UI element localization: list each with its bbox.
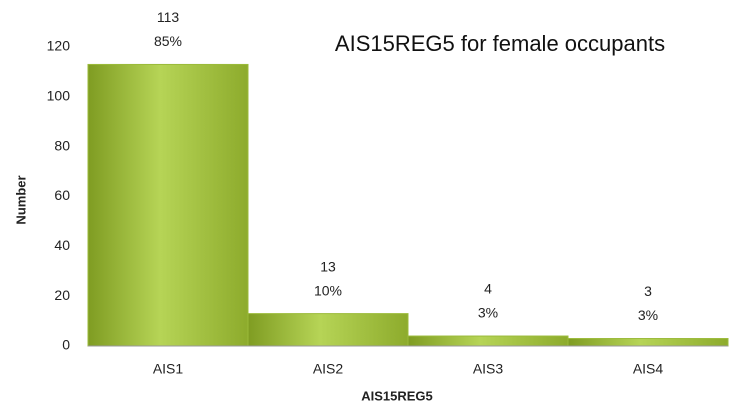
- x-tick-label: AIS1: [153, 361, 184, 377]
- x-axis-title: AIS15REG5: [361, 388, 433, 403]
- y-tick-label: 80: [54, 137, 70, 153]
- x-tick-label: AIS2: [313, 361, 344, 377]
- y-tick-label: 60: [54, 187, 70, 203]
- value-label: 13: [320, 258, 336, 274]
- x-tick-label: AIS3: [473, 361, 504, 377]
- y-tick-label: 40: [54, 237, 70, 253]
- value-label: 113: [157, 9, 180, 25]
- share-label: 85%: [154, 33, 182, 49]
- value-label: 3: [644, 283, 652, 299]
- chart-title: AIS15REG5 for female occupants: [335, 31, 665, 56]
- value-label: 4: [484, 281, 492, 297]
- y-tick-label: 100: [47, 88, 71, 104]
- y-tick-label: 120: [47, 38, 71, 54]
- y-tick-label: 20: [54, 287, 70, 303]
- share-label: 3%: [638, 307, 658, 323]
- share-label: 3%: [478, 305, 498, 321]
- share-label: 10%: [314, 282, 342, 298]
- x-tick-label: AIS4: [633, 361, 664, 377]
- bar: [567, 338, 729, 347]
- bar: [87, 63, 249, 347]
- y-tick-label: 0: [62, 337, 70, 353]
- bar: [407, 335, 569, 347]
- bar: [247, 313, 409, 347]
- y-axis-title: Number: [13, 175, 28, 224]
